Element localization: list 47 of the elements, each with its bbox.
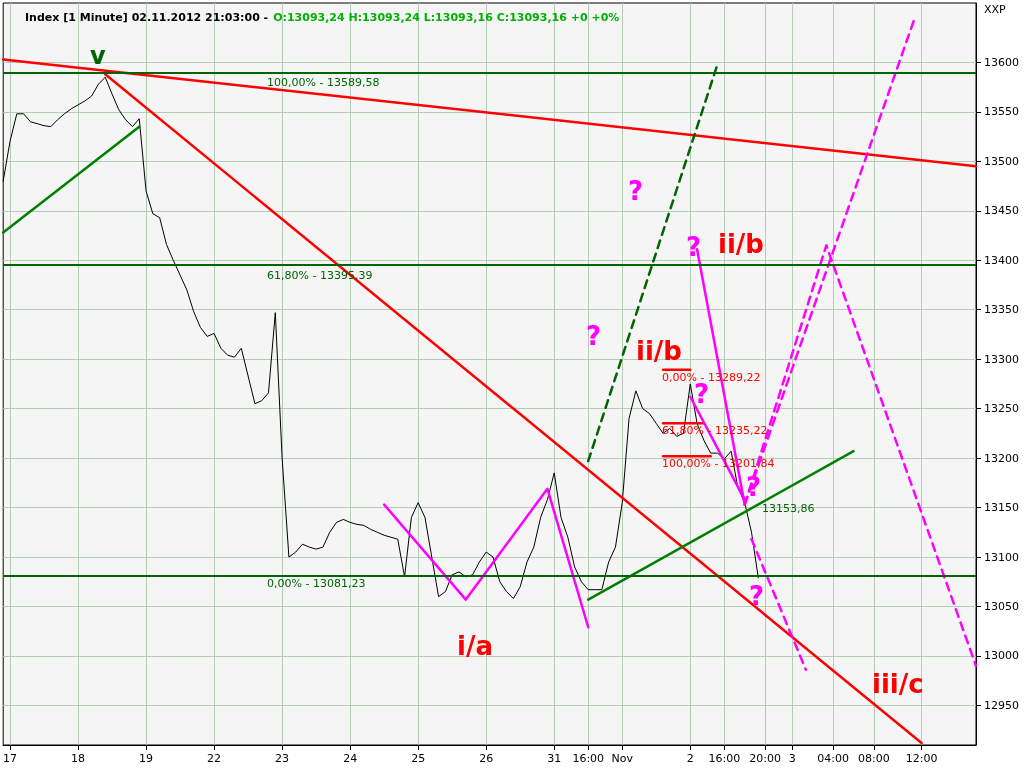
y-tick-label: 13600 bbox=[984, 55, 1019, 69]
annotation: 0,00% - 13081,23 bbox=[267, 577, 366, 590]
x-tick-label: 08:00 bbox=[858, 752, 890, 765]
x-tick-label: 24 bbox=[343, 752, 358, 765]
y-tick-label: 13000 bbox=[984, 649, 1019, 663]
y-tick-label: 13100 bbox=[984, 550, 1019, 564]
annotation: ? bbox=[686, 232, 702, 262]
x-tick-label: 12:00 bbox=[905, 752, 938, 765]
x-tick-label: 18 bbox=[71, 752, 86, 765]
x-tick-label: 20:00 bbox=[749, 752, 781, 765]
x-tick-label: 31 bbox=[547, 752, 562, 765]
x-tick-label: 26 bbox=[479, 752, 494, 765]
x-tick-label: 3 bbox=[788, 752, 796, 765]
annotation: 13153,86 bbox=[762, 502, 815, 515]
y-tick-label: 13450 bbox=[984, 204, 1019, 218]
y-tick-label: 13550 bbox=[984, 105, 1019, 119]
x-tick-label: 04:00 bbox=[817, 752, 849, 765]
annotation: iii/c bbox=[872, 669, 924, 699]
annotation: i/a bbox=[457, 631, 493, 661]
annotation: 100,00% - 13589,58 bbox=[267, 76, 380, 89]
x-tick-label: 17 bbox=[3, 752, 17, 765]
x-tick-label: 23 bbox=[275, 752, 290, 765]
y-tick-label: 13250 bbox=[984, 402, 1019, 416]
y-tick-label: 13300 bbox=[984, 352, 1019, 366]
annotation: ii/b bbox=[718, 229, 764, 259]
annotation: ? bbox=[628, 176, 644, 206]
annotation: ? bbox=[749, 581, 765, 611]
y-axis-title: XXP bbox=[984, 3, 1007, 16]
x-tick-label: 25 bbox=[411, 752, 426, 765]
y-tick-label: 13400 bbox=[984, 253, 1019, 267]
y-tick-label: 13500 bbox=[984, 154, 1019, 168]
text: O:13093,24 H:13093,24 L:13093,16 C:13093,16 +0 +0% bbox=[273, 10, 620, 24]
y-tick-label: 13150 bbox=[984, 501, 1019, 515]
annotation: ? bbox=[586, 321, 602, 351]
x-tick-label: 19 bbox=[139, 752, 154, 765]
x-tick-label: 16:00 bbox=[708, 752, 741, 765]
text: Index [1 Minute] 02.11.2012 21:03:00 - bbox=[25, 10, 269, 24]
y-tick-label: 13050 bbox=[984, 599, 1019, 613]
y-tick-label: 13200 bbox=[984, 451, 1019, 465]
x-tick-label: 22 bbox=[207, 752, 222, 765]
x-tick-label: Nov bbox=[611, 752, 634, 765]
y-tick-label: 12950 bbox=[984, 698, 1019, 712]
x-tick-label: 2 bbox=[686, 752, 694, 765]
x-tick-label: 16:00 bbox=[572, 752, 605, 765]
y-tick-label: 13350 bbox=[984, 303, 1019, 317]
annotation: v bbox=[90, 42, 106, 70]
annotation: ii/b bbox=[636, 336, 682, 366]
